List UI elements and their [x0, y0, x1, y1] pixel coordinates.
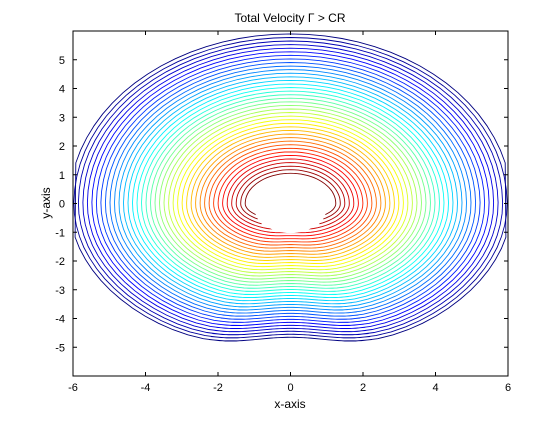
contour-level: [91, 51, 490, 326]
contour-level: [127, 79, 454, 302]
x-tick-label: -2: [213, 382, 223, 394]
y-tick-label: -2: [55, 256, 65, 268]
contour-level: [118, 72, 463, 308]
contour-level: [217, 151, 364, 240]
y-tick-label: 5: [59, 55, 65, 67]
axis-ticks: -6 -4 -2 0 2 4 6 -5 -4 -3 -2 -1 0 1 2 3 4 5: [55, 31, 511, 394]
contour-level: [244, 172, 337, 215]
contour-level: [208, 144, 373, 246]
contour-level: [104, 62, 477, 317]
contour-level: [240, 169, 341, 220]
contour-level: [199, 137, 382, 252]
contour-level: [235, 165, 346, 225]
contour-level: [77, 40, 504, 336]
contour-level: [159, 104, 422, 280]
contour-level: [150, 97, 431, 286]
contour-level: [222, 154, 359, 237]
y-tick-label: -1: [55, 227, 65, 239]
y-axis-label: y-axis: [39, 187, 53, 218]
contour-level: [100, 58, 481, 320]
contour-level: [109, 65, 472, 314]
contour-level: [172, 115, 409, 271]
contour-level: [132, 83, 449, 299]
contour-level: [136, 87, 445, 295]
y-tick-label: -5: [55, 342, 65, 354]
contour-level: [181, 122, 400, 265]
x-axis-label: x-axis: [274, 397, 305, 411]
x-tick-label: 6: [505, 382, 511, 394]
contour-level: [168, 112, 413, 274]
y-tick-label: -4: [55, 314, 65, 326]
y-tick-label: 2: [59, 141, 65, 153]
chart-title: Total Velocity Γ > CR: [235, 11, 346, 25]
contour-level: [154, 101, 427, 283]
contour-level: [95, 54, 486, 323]
y-tick-label: 4: [59, 84, 65, 96]
contour-level: [141, 90, 440, 292]
x-tick-label: -6: [68, 382, 78, 394]
x-tick-label: 4: [432, 382, 438, 394]
contour-level: [114, 69, 467, 311]
contour-level: [231, 162, 350, 230]
y-tick-label: 0: [59, 199, 65, 211]
contour-level: [195, 133, 386, 255]
contour-level: [163, 108, 418, 277]
y-tick-label: 3: [59, 112, 65, 124]
y-tick-label: -3: [55, 285, 65, 297]
contour-level: [226, 158, 355, 234]
contour-level: [204, 140, 377, 249]
contour-level: [186, 126, 395, 261]
contour-level: [190, 129, 391, 258]
x-tick-label: 2: [360, 382, 366, 394]
y-tick-label: 1: [59, 170, 65, 182]
contour-level: [177, 119, 404, 268]
cylinder-region: [253, 173, 328, 234]
contour-level: [86, 47, 495, 330]
contour-level: [73, 37, 508, 339]
axes-box: [72, 30, 509, 377]
contour-lines: [73, 33, 508, 342]
x-tick-label: -4: [141, 382, 151, 394]
contour-level: [82, 44, 499, 333]
x-tick-label: 0: [287, 382, 293, 394]
contour-level: [213, 147, 368, 243]
contour-level: [123, 76, 458, 305]
contour-level: [145, 94, 436, 289]
